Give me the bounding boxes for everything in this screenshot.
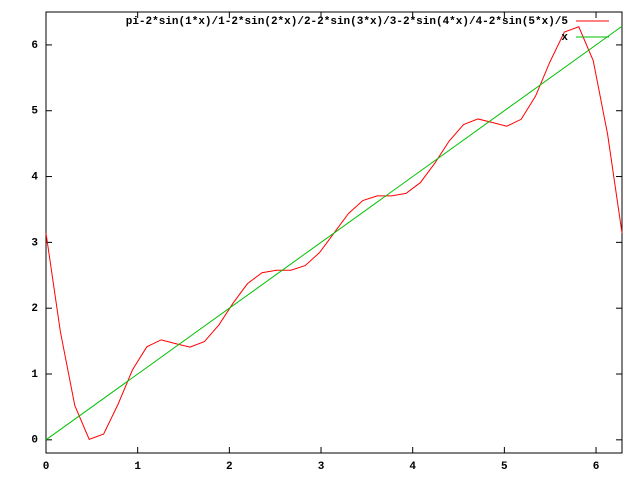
x-tick-label: 3: [318, 461, 325, 473]
x-tick-label: 6: [593, 461, 600, 473]
y-tick-label: 4: [31, 171, 38, 183]
legend-label: x: [561, 32, 568, 44]
y-tick-label: 0: [31, 435, 38, 447]
legend-label: pi-2*sin(1*x)/1-2*sin(2*x)/2-2*sin(3*x)/…: [126, 16, 569, 28]
y-tick-label: 5: [31, 106, 38, 118]
y-tick-label: 1: [31, 369, 38, 381]
x-tick-label: 1: [134, 461, 141, 473]
x-tick-label: 4: [409, 461, 416, 473]
y-tick-label: 3: [31, 237, 38, 249]
y-tick-label: 6: [31, 40, 38, 52]
x-tick-label: 0: [43, 461, 50, 473]
x-tick-label: 2: [226, 461, 233, 473]
series-line: [45, 25, 623, 441]
y-tick-label: 2: [31, 303, 38, 315]
x-tick-label: 5: [501, 461, 508, 473]
